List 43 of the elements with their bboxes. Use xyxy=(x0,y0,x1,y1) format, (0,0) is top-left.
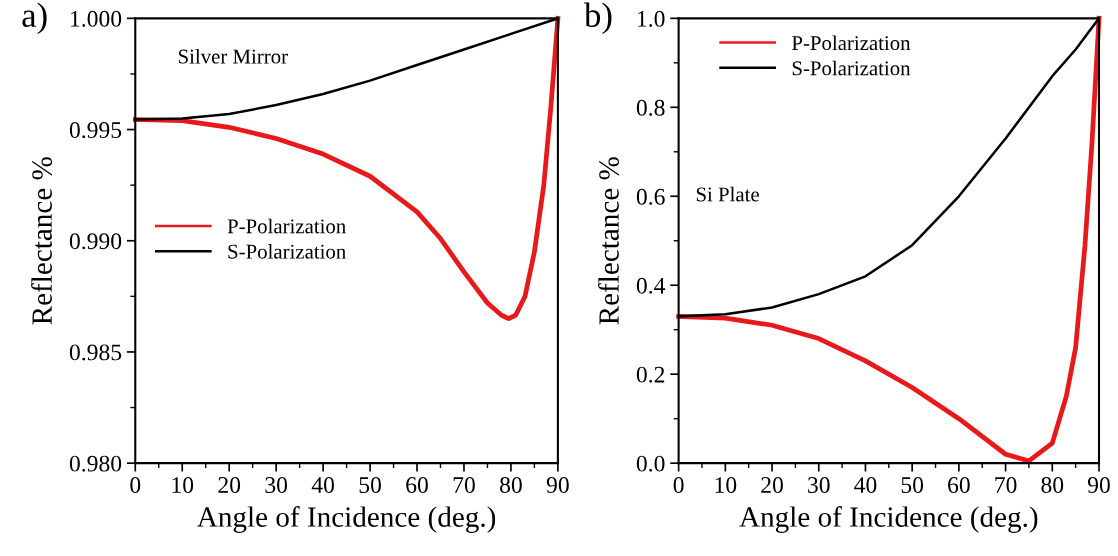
x-tick-label: 30 xyxy=(265,477,288,493)
chart-title: a) xyxy=(22,2,47,35)
x-tick-label: 70 xyxy=(453,477,475,493)
y-tick-label: 0.0 xyxy=(636,455,665,472)
y-tick-label: 0.4 xyxy=(636,277,666,294)
y-tick-label: 0.6 xyxy=(636,188,665,205)
x-tick-label: 10 xyxy=(715,477,737,493)
x-axis-title: Angle of Incidence (deg.) xyxy=(197,506,496,533)
x-tick-label: 50 xyxy=(901,477,924,493)
y-tick-label: 0.980 xyxy=(69,455,122,472)
x-tick-label: 20 xyxy=(218,477,241,493)
y-tick-label: 1.0 xyxy=(637,10,665,27)
x-tick-label: 80 xyxy=(500,477,522,493)
legend-label: S-Polarization xyxy=(228,244,346,259)
y-tick-label: 0.995 xyxy=(69,122,122,139)
annotation: Si Plate xyxy=(696,186,759,202)
x-tick-label: 80 xyxy=(1041,477,1064,493)
x-tick-label: 10 xyxy=(172,477,194,493)
chart-title: b) xyxy=(584,2,612,35)
legend-label: P-Polarization xyxy=(791,35,911,51)
x-tick-label: 70 xyxy=(995,477,1017,493)
x-tick-label: 60 xyxy=(406,477,428,493)
y-axis-title: Reflectance % xyxy=(31,157,53,325)
x-tick-label: 90 xyxy=(546,477,569,493)
x-tick-label: 40 xyxy=(854,477,877,493)
y-tick-label: 0.8 xyxy=(636,99,665,116)
x-tick-label: 60 xyxy=(948,477,970,493)
y-axis-title: Reflectance % xyxy=(598,157,619,325)
y-tick-label: 0.990 xyxy=(69,233,122,250)
x-tick-label: 0 xyxy=(130,477,141,493)
y-tick-label: 0.2 xyxy=(636,366,665,383)
x-tick-label: 90 xyxy=(1087,477,1110,493)
y-tick-label: 0.985 xyxy=(69,344,122,361)
x-tick-label: 0 xyxy=(673,477,684,493)
x-tick-label: 30 xyxy=(808,477,830,493)
legend-label: P-Polarization xyxy=(227,218,346,234)
annotation: Silver Mirror xyxy=(178,48,288,64)
legend-label: S-Polarization xyxy=(792,60,911,76)
x-tick-label: 40 xyxy=(311,477,335,493)
x-axis-title: Angle of Incidence (deg.) xyxy=(739,506,1038,533)
x-tick-label: 50 xyxy=(359,477,381,493)
y-tick-label: 1.000 xyxy=(71,10,122,27)
x-tick-label: 20 xyxy=(761,477,783,493)
